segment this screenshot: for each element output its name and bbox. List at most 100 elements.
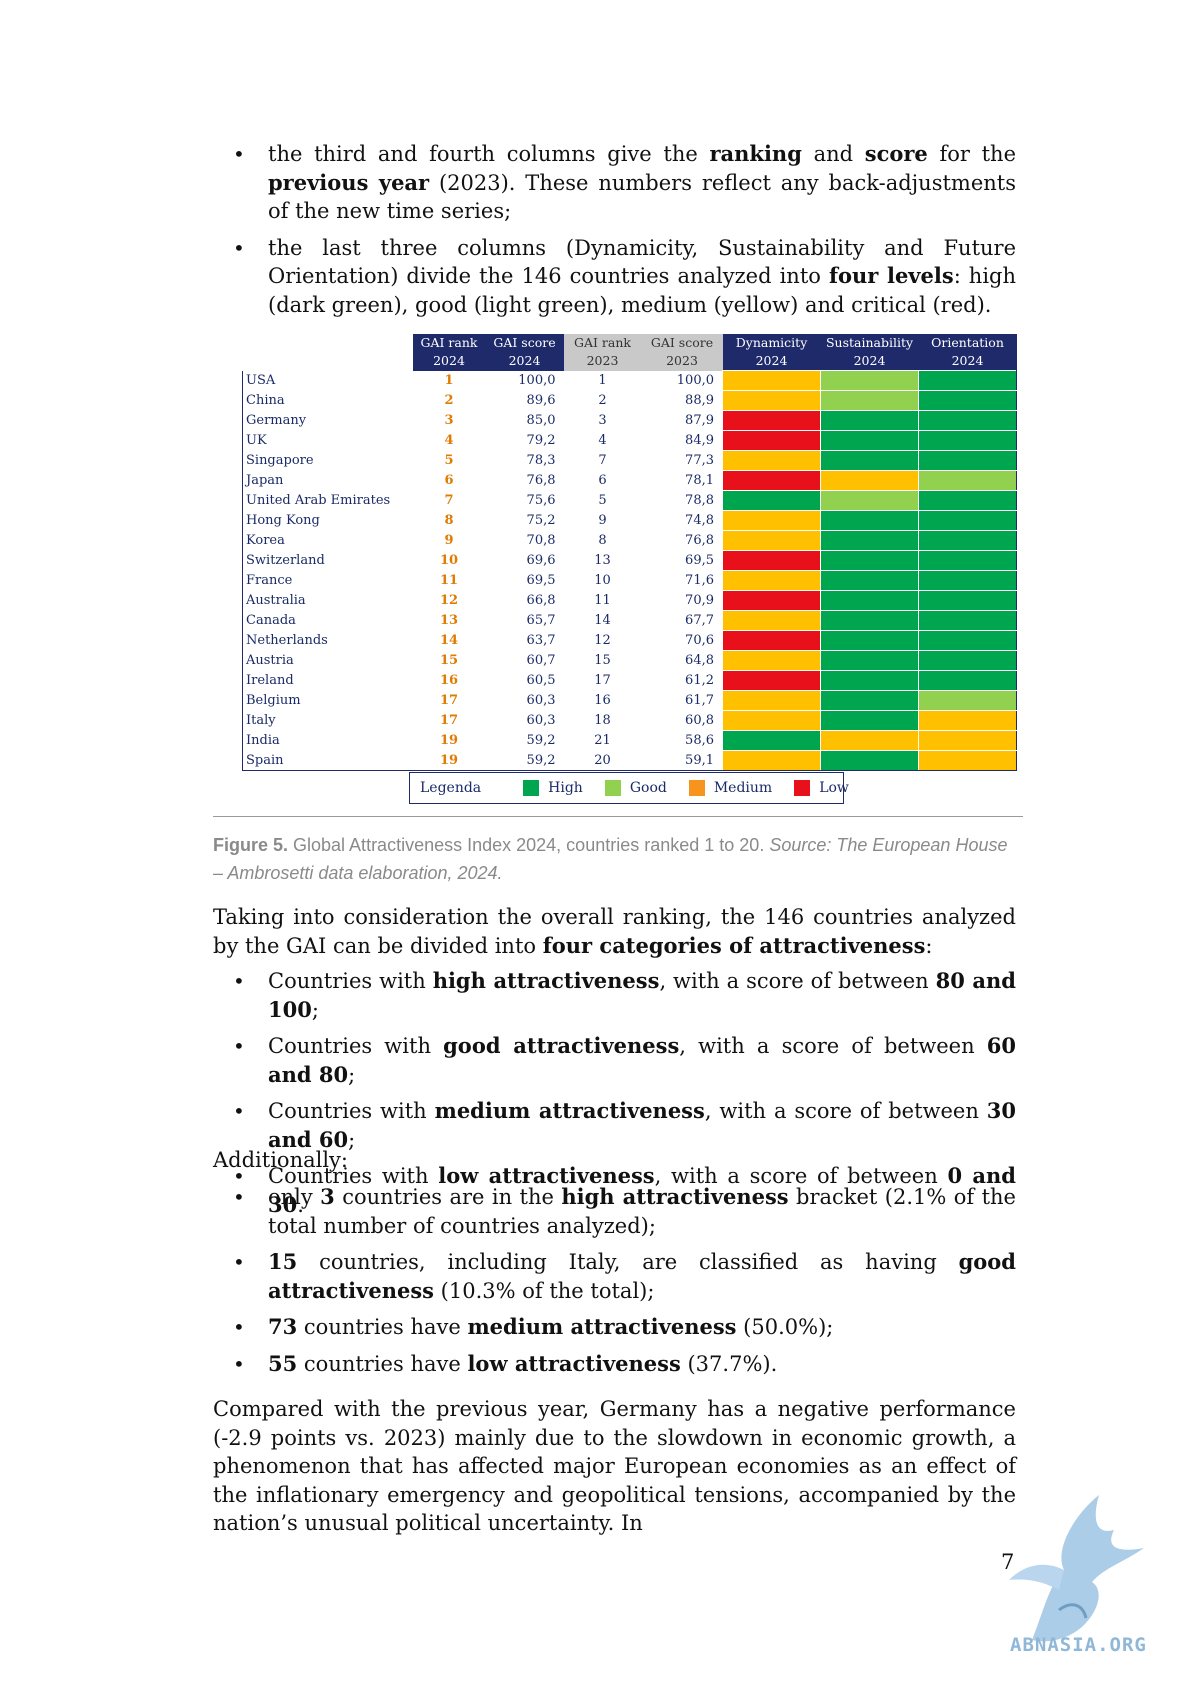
score-2023-cell: 78,8 bbox=[685, 493, 714, 508]
rank-2024-cell: 11 bbox=[439, 573, 459, 588]
column-header: GAI score bbox=[485, 334, 564, 352]
dynamicity-cell bbox=[722, 590, 821, 611]
rank-2024-cell: 9 bbox=[444, 533, 454, 548]
dynamicity-cell bbox=[722, 610, 821, 631]
country-cell: Switzerland bbox=[242, 550, 413, 571]
score-2023-cell: 60,8 bbox=[685, 713, 714, 728]
score-2023-cell: 70,6 bbox=[685, 633, 714, 648]
score-2023-cell: 70,9 bbox=[685, 593, 714, 608]
column-header: 2023 bbox=[641, 352, 723, 371]
orientation-cell bbox=[918, 490, 1017, 511]
country-cell: France bbox=[242, 570, 413, 591]
column-header: 2023 bbox=[563, 352, 642, 371]
score-2024-cell: 69,6 bbox=[526, 553, 556, 568]
score-2023-cell: 71,6 bbox=[685, 573, 714, 588]
sustainability-cell bbox=[820, 470, 919, 491]
table-row: Hong Kong 8 75,2 9 74,8 bbox=[242, 510, 1017, 531]
sustainability-cell bbox=[820, 690, 919, 711]
orientation-cell bbox=[918, 530, 1017, 551]
figure-rule bbox=[213, 816, 1023, 817]
legend-label: Medium bbox=[713, 780, 773, 796]
column-header: 2024 bbox=[722, 352, 821, 371]
dynamicity-cell bbox=[722, 370, 821, 391]
country-cell: China bbox=[242, 390, 413, 411]
score-2024-cell: 69,5 bbox=[526, 573, 556, 588]
caption-source: Source: The European House – Ambrosetti … bbox=[213, 835, 1008, 883]
orientation-cell bbox=[918, 550, 1017, 571]
score-2023-cell: 76,8 bbox=[685, 533, 714, 548]
rank-2024-cell: 2 bbox=[444, 393, 454, 408]
score-2024-cell: 60,5 bbox=[526, 673, 556, 688]
dynamicity-cell bbox=[722, 690, 821, 711]
table-row: Korea 9 70,8 8 76,8 bbox=[242, 530, 1017, 551]
sustainability-cell bbox=[820, 430, 919, 451]
rank-2023-cell: 6 bbox=[598, 473, 607, 488]
page-number: 7 bbox=[1001, 1550, 1015, 1574]
score-2023-cell: 58,6 bbox=[685, 733, 714, 748]
orientation-cell bbox=[918, 410, 1017, 431]
score-2023-cell: 64,8 bbox=[685, 653, 714, 668]
score-2024-cell: 60,7 bbox=[526, 653, 556, 668]
legend: Legenda High Good Medium Low bbox=[409, 772, 849, 804]
rank-2023-cell: 21 bbox=[594, 733, 611, 748]
dynamicity-cell bbox=[722, 530, 821, 551]
rank-2024-cell: 8 bbox=[444, 513, 454, 528]
country-cell: Singapore bbox=[242, 450, 413, 471]
table-row: France 11 69,5 10 71,6 bbox=[242, 570, 1017, 591]
score-2024-cell: 63,7 bbox=[526, 633, 556, 648]
bullet-item: 73 countries have medium attractiveness … bbox=[213, 1313, 1016, 1342]
caption-label: Figure 5. bbox=[213, 835, 289, 855]
paragraph-additionally: Additionally: bbox=[213, 1148, 348, 1172]
score-2023-cell: 87,9 bbox=[685, 413, 714, 428]
sustainability-cell bbox=[820, 410, 919, 431]
country-cell: India bbox=[242, 730, 413, 751]
dynamicity-cell bbox=[722, 430, 821, 451]
score-2023-cell: 67,7 bbox=[685, 613, 714, 628]
score-2023-cell: 100,0 bbox=[676, 373, 714, 388]
rank-2024-cell: 6 bbox=[444, 473, 454, 488]
sustainability-cell bbox=[820, 490, 919, 511]
score-2024-cell: 66,8 bbox=[526, 593, 556, 608]
sustainability-cell bbox=[820, 510, 919, 531]
rank-2023-cell: 18 bbox=[594, 713, 611, 728]
bullet-item: Countries with high attractiveness, with… bbox=[213, 967, 1016, 1024]
rank-2023-cell: 17 bbox=[594, 673, 611, 688]
score-2024-cell: 65,7 bbox=[526, 613, 556, 628]
country-cell: Netherlands bbox=[242, 630, 413, 651]
legend-label: High bbox=[548, 780, 583, 796]
table-row: Spain 19 59,2 20 59,1 bbox=[242, 750, 1017, 771]
score-2023-cell: 84,9 bbox=[685, 433, 714, 448]
table-row: Italy 17 60,3 18 60,8 bbox=[242, 710, 1017, 731]
rank-2023-cell: 4 bbox=[598, 433, 607, 448]
legend-swatch bbox=[688, 780, 705, 796]
rank-2023-cell: 14 bbox=[594, 613, 611, 628]
orientation-cell bbox=[918, 570, 1017, 591]
rank-2023-cell: 12 bbox=[594, 633, 611, 648]
rank-2023-cell: 11 bbox=[594, 593, 611, 608]
orientation-cell bbox=[918, 610, 1017, 631]
country-cell: Belgium bbox=[242, 690, 413, 711]
rank-2023-cell: 5 bbox=[598, 493, 607, 508]
country-cell: Canada bbox=[242, 610, 413, 631]
score-2023-cell: 69,5 bbox=[685, 553, 714, 568]
figure-caption: Figure 5. Global Attractiveness Index 20… bbox=[213, 835, 1008, 883]
table-row: Netherlands 14 63,7 12 70,6 bbox=[242, 630, 1017, 651]
watermark: ABNASIA.ORG bbox=[1010, 1634, 1147, 1656]
table-row: Germany 3 85,0 3 87,9 bbox=[242, 410, 1017, 431]
rank-2023-cell: 7 bbox=[598, 453, 607, 468]
score-2024-cell: 78,3 bbox=[526, 453, 556, 468]
rank-2023-cell: 10 bbox=[594, 573, 611, 588]
country-cell: Korea bbox=[242, 530, 413, 551]
dynamicity-cell bbox=[722, 630, 821, 651]
orientation-cell bbox=[918, 670, 1017, 691]
rank-2023-cell: 9 bbox=[598, 513, 607, 528]
table-row: Japan 6 76,8 6 78,1 bbox=[242, 470, 1017, 491]
rank-2024-cell: 17 bbox=[439, 713, 459, 728]
country-cell: Austria bbox=[242, 650, 413, 671]
score-2024-cell: 75,6 bbox=[526, 493, 556, 508]
legend-label: Good bbox=[629, 780, 667, 796]
paragraph-germany: Compared with the previous year, Germany… bbox=[213, 1397, 1016, 1535]
bullet-item: Countries with medium attractiveness, wi… bbox=[213, 1097, 1016, 1154]
score-2023-cell: 59,1 bbox=[641, 750, 723, 771]
rank-2024-cell: 3 bbox=[444, 413, 454, 428]
